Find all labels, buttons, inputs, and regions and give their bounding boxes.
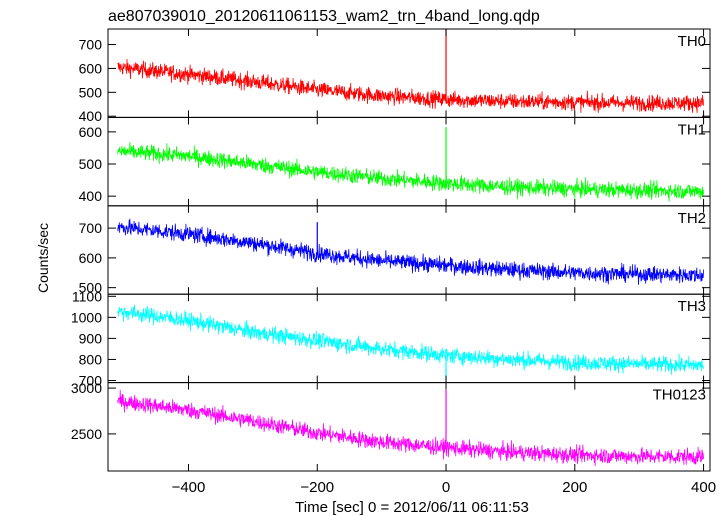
th0123-panel-label: TH0123 <box>653 387 706 404</box>
x-axis-label: Time [sec] 0 = 2012/06/11 06:11:53 <box>295 499 529 516</box>
th2-y-tick-label: 500 <box>79 280 103 296</box>
th3-y-tick-label: 900 <box>79 330 103 346</box>
th0-series-line <box>117 58 704 113</box>
y-axis-label: Counts/sec <box>35 223 51 293</box>
th0123-y-tick-label: 2500 <box>71 426 102 442</box>
x-tick-label: 0 <box>442 479 450 496</box>
th0123-panel-frame <box>107 382 711 472</box>
th2-y-tick-label: 600 <box>79 250 103 266</box>
th0-y-tick-label: 600 <box>79 60 103 76</box>
th1-series-line <box>117 142 704 202</box>
x-tick-label: −400 <box>172 479 206 496</box>
th0-y-tick-label: 500 <box>79 84 103 100</box>
th1-y-tick-label: 400 <box>79 188 103 204</box>
th3-y-tick-label: 1100 <box>72 288 102 304</box>
th3-y-tick-label: 1000 <box>71 309 102 325</box>
th0-y-tick-label: 400 <box>79 108 103 124</box>
th2-panel-frame <box>107 205 711 295</box>
chart-title: ae807039010_20120611061153_wam2_trn_4ban… <box>108 8 540 25</box>
th3-panel-label: TH3 <box>678 298 706 315</box>
x-tick-label: 400 <box>691 479 716 496</box>
th3-series-line <box>117 304 704 375</box>
th1-panel-label: TH1 <box>678 121 706 138</box>
th3-y-tick-label: 800 <box>79 351 103 367</box>
x-tick-label: 200 <box>562 479 587 496</box>
th0123-y-tick-label: 3000 <box>71 380 102 396</box>
th2-y-tick-label: 700 <box>79 220 103 236</box>
th2-series-line <box>117 218 704 285</box>
th0123-series-line <box>117 389 704 467</box>
th1-y-tick-label: 500 <box>79 156 103 172</box>
x-tick-label: −200 <box>300 479 334 496</box>
th0-y-tick-label: 700 <box>79 37 103 53</box>
th3-y-tick-label: 700 <box>79 372 103 388</box>
th1-y-tick-label: 600 <box>79 124 103 140</box>
th2-panel-label: TH2 <box>678 210 706 227</box>
th3-panel-frame <box>107 293 711 384</box>
panels-group: 400 500 600 700 TH0 400 500 600 TH1 500 600 700 TH2 7… <box>71 28 716 496</box>
th0-panel-label: TH0 <box>678 33 706 50</box>
